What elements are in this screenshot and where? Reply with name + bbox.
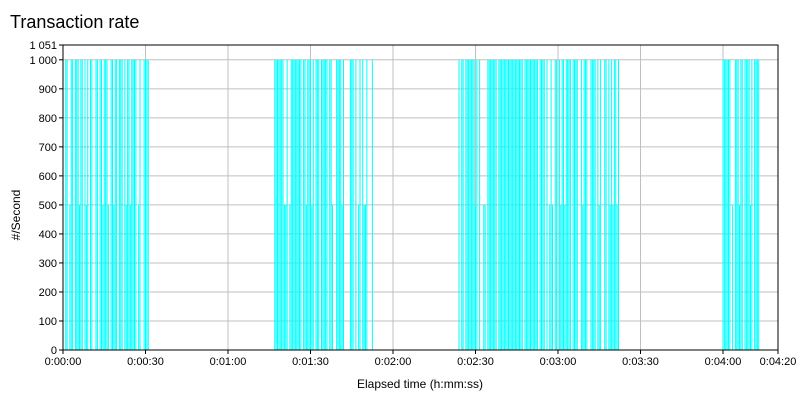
y-tick-label: 100: [39, 316, 57, 328]
x-axis-label: Elapsed time (h:mm:ss): [357, 377, 483, 391]
y-tick-labels: 0 100 200 300 400 500 600 700 800 900 1 000 1 051: [29, 40, 63, 357]
x-tick-labels: 0:00:00 0:00:30 0:01:00 0:01:30 0:02:00 0:02:…: [45, 350, 797, 368]
y-tick-label: 700: [39, 142, 57, 154]
x-tick-label: 0:02:00: [375, 356, 412, 368]
y-tick-label: 300: [39, 258, 57, 270]
x-tick-label: 0:03:30: [622, 356, 659, 368]
x-tick-label: 0:04:20: [760, 356, 797, 368]
y-tick-label: 600: [39, 171, 57, 183]
chart-title: Transaction rate: [10, 12, 140, 32]
y-tick-label: 1 051: [29, 40, 57, 52]
y-tick-label: 400: [39, 229, 57, 241]
x-tick-label: 0:00:30: [127, 356, 164, 368]
y-tick-label: 800: [39, 113, 57, 125]
x-tick-label: 0:01:00: [210, 356, 247, 368]
y-tick-label: 200: [39, 287, 57, 299]
y-tick-label: 900: [39, 84, 57, 96]
x-tick-label: 0:02:30: [457, 356, 494, 368]
y-tick-label: 1 000: [29, 55, 57, 67]
y-axis-label: #/Second: [9, 190, 23, 241]
x-tick-label: 0:00:00: [45, 356, 82, 368]
plot-area: [63, 45, 778, 350]
y-tick-label: 500: [39, 200, 57, 212]
data-bars: [65, 59, 760, 350]
x-tick-label: 0:03:00: [540, 356, 577, 368]
y-tick-label: 0: [51, 345, 57, 357]
x-tick-label: 0:04:00: [705, 356, 742, 368]
x-tick-label: 0:01:30: [292, 356, 329, 368]
plot-border: [62, 44, 779, 351]
